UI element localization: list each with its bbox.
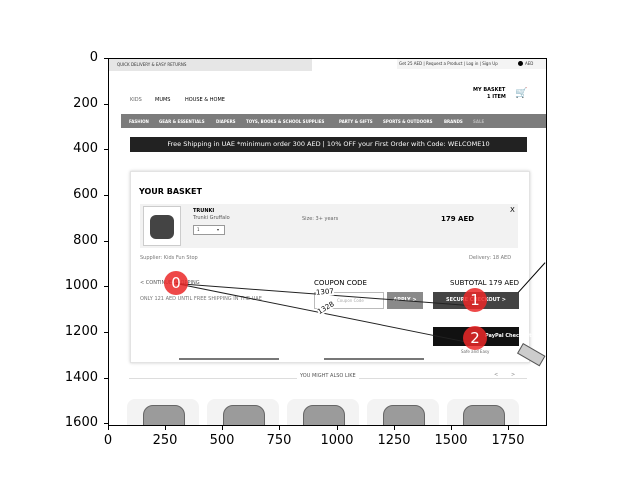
marker: 0 bbox=[164, 271, 188, 295]
x-tick-label: 1250 bbox=[377, 433, 411, 448]
top-bar-text: QUICK DELIVERY & EASY RETURNS bbox=[117, 62, 187, 67]
x-tick-label: 1500 bbox=[434, 433, 468, 448]
category-nav: FASHION GEAR & ESSENTIALS DIAPERS TOYS, … bbox=[121, 114, 546, 128]
promo-top-bar: QUICK DELIVERY & EASY RETURNS bbox=[109, 59, 312, 71]
nav-mums[interactable]: MUMS bbox=[155, 97, 171, 103]
product-card[interactable] bbox=[287, 399, 359, 425]
nav-category[interactable]: DIAPERS bbox=[216, 119, 236, 124]
item-brand: TRUNKI bbox=[193, 208, 215, 214]
nav-category[interactable]: PARTY & GIFTS bbox=[339, 119, 373, 124]
chevron-down-icon: ▾ bbox=[217, 227, 220, 232]
x-tick-label: 1750 bbox=[491, 433, 525, 448]
trunki-icon bbox=[150, 215, 174, 239]
y-tick-label: 400 bbox=[73, 141, 98, 156]
item-delivery: Delivery: 18 AED bbox=[469, 255, 512, 261]
remove-item-button[interactable]: X bbox=[510, 206, 515, 214]
item-name[interactable]: Trunki Gruffalo bbox=[193, 215, 230, 221]
free-shipping-note: ONLY 121 AED UNTIL FREE SHIPPING IN THE … bbox=[140, 296, 262, 302]
promo-banner: Free Shipping in UAE *minimum order 300 … bbox=[130, 137, 527, 152]
y-tick-label: 1600 bbox=[64, 415, 98, 430]
x-tick-label: 1000 bbox=[320, 433, 354, 448]
nav-category[interactable]: BRANDS bbox=[444, 119, 463, 124]
suitcase-icon bbox=[383, 405, 425, 425]
currency-selector[interactable]: AED bbox=[525, 61, 534, 66]
nav-house-home[interactable]: HOUSE & HOME bbox=[185, 97, 225, 103]
product-card[interactable] bbox=[207, 399, 279, 425]
product-card[interactable] bbox=[367, 399, 439, 425]
product-thumbnail[interactable] bbox=[143, 206, 181, 246]
trace-label: 1307 bbox=[315, 287, 335, 297]
quantity-select[interactable]: 1 ▾ bbox=[193, 225, 225, 235]
account-links-bar: Get 25 AED | Request a Product | Log in … bbox=[397, 59, 546, 69]
item-supplier: Supplier: Kids Fun Stop bbox=[140, 255, 198, 261]
suitcase-icon bbox=[303, 405, 345, 425]
item-price: 179 AED bbox=[441, 215, 475, 223]
nav-category[interactable]: GEAR & ESSENTIALS bbox=[159, 119, 205, 124]
basket-item: TRUNKI Trunki Gruffalo 1 ▾ Size: 3+ year… bbox=[140, 204, 518, 248]
y-tick-label: 0 bbox=[89, 50, 98, 65]
coupon-label: COUPON CODE bbox=[314, 279, 367, 287]
carousel-prev-button[interactable]: < bbox=[494, 372, 499, 378]
y-tick-label: 600 bbox=[73, 187, 98, 202]
screenshot-frame: QUICK DELIVERY & EASY RETURNS Get 25 AED… bbox=[108, 58, 547, 426]
basket-count[interactable]: 1 ITEM bbox=[487, 94, 506, 100]
y-tick-label: 1200 bbox=[64, 324, 98, 339]
item-size: Size: 3+ years bbox=[302, 216, 339, 222]
y-tick-label: 800 bbox=[73, 233, 98, 248]
x-tick-label: 750 bbox=[266, 433, 292, 448]
nav-category[interactable]: SALE bbox=[473, 119, 485, 124]
nav-category[interactable]: SPORTS & OUTDOORS bbox=[383, 119, 433, 124]
basket-label[interactable]: MY BASKET bbox=[473, 87, 506, 93]
coupon-placeholder: Coupon Code bbox=[337, 298, 364, 303]
currency-flag-icon bbox=[518, 61, 523, 66]
y-tick-label: 1400 bbox=[64, 370, 98, 385]
suitcase-icon bbox=[463, 405, 505, 425]
nav-category[interactable]: TOYS, BOOKS & SCHOOL SUPPLIES bbox=[246, 119, 325, 124]
product-card[interactable] bbox=[127, 399, 199, 425]
x-tick-label: 0 bbox=[103, 433, 113, 448]
y-tick-label: 1000 bbox=[64, 278, 98, 293]
product-card[interactable] bbox=[447, 399, 519, 425]
tab-indicator bbox=[324, 358, 424, 360]
might-like-title: YOU MIGHT ALSO LIKE bbox=[297, 373, 359, 379]
suitcase-icon bbox=[143, 405, 185, 425]
paypal-sub: Safe and Easy bbox=[461, 349, 490, 354]
marker: 1 bbox=[463, 288, 487, 312]
nav-category[interactable]: FASHION bbox=[129, 119, 149, 124]
x-tick-label: 500 bbox=[209, 433, 235, 448]
quantity-value: 1 bbox=[197, 227, 200, 232]
carousel-next-button[interactable]: > bbox=[511, 372, 516, 378]
x-tick-label: 250 bbox=[152, 433, 178, 448]
tab-indicator bbox=[179, 358, 279, 360]
subtotal: SUBTOTAL 179 AED bbox=[450, 279, 519, 287]
account-links[interactable]: Get 25 AED | Request a Product | Log in … bbox=[399, 61, 498, 66]
marker: 2 bbox=[463, 326, 487, 350]
y-tick-label: 200 bbox=[73, 96, 98, 111]
nav-kids[interactable]: KIDS bbox=[130, 97, 142, 103]
cart-icon[interactable]: 🛒 bbox=[515, 88, 528, 99]
basket-title: YOUR BASKET bbox=[139, 187, 202, 196]
paypal-label: PayPal Checkout bbox=[485, 333, 532, 339]
suitcase-icon bbox=[223, 405, 265, 425]
